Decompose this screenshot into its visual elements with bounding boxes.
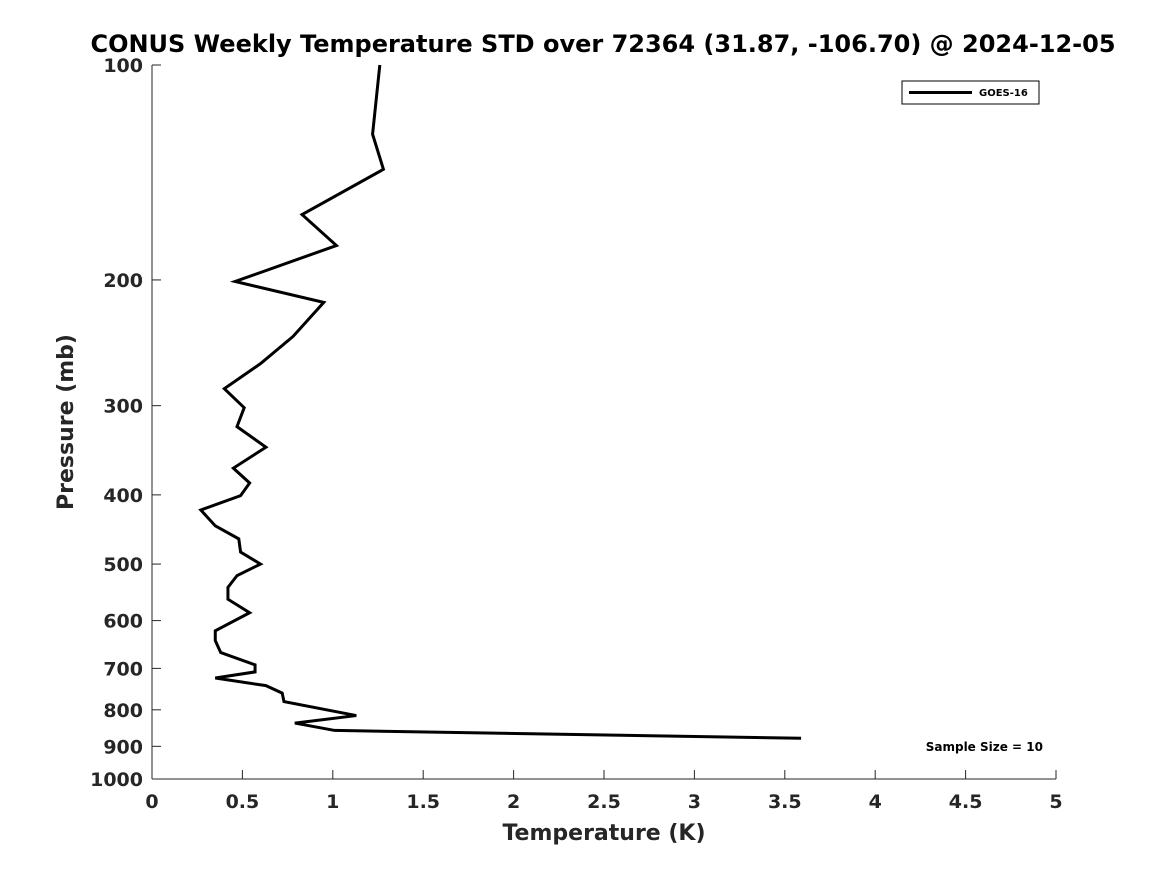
x-tick-label: 0 — [145, 791, 158, 813]
y-tick-label: 300 — [103, 396, 143, 418]
x-tick-label: 1 — [326, 791, 339, 813]
x-axis-label: Temperature (K) — [502, 821, 705, 846]
series-layer — [198, 64, 802, 740]
x-tick-label: 2.5 — [587, 791, 621, 813]
y-tick-label: 700 — [103, 658, 143, 680]
y-tick-label: 800 — [103, 700, 143, 722]
legend: GOES-16 — [901, 80, 1040, 105]
y-tick-label: 200 — [103, 270, 143, 292]
y-tick-label: 600 — [103, 611, 143, 633]
x-tick-label: 3.5 — [768, 791, 802, 813]
y-tick-label: 900 — [103, 736, 143, 758]
legend-entry-goes-16: GOES-16 — [979, 88, 1028, 99]
y-axis-label: Pressure (mb) — [54, 334, 79, 510]
sample-size-annotation: Sample Size = 10 — [926, 740, 1043, 754]
x-tick-label: 2 — [507, 791, 520, 813]
y-axis-ticks: 100 200 300 400 500 600 700 800 900 1000 — [90, 55, 161, 791]
x-tick-label: 4 — [869, 791, 882, 813]
series-line-goes-16 — [198, 64, 802, 740]
y-tick-label: 1000 — [90, 769, 143, 791]
y-tick-label: 500 — [103, 554, 143, 576]
x-tick-label: 4.5 — [949, 791, 983, 813]
x-tick-label: 5 — [1049, 791, 1062, 813]
x-axis-ticks: 0 0.5 1 1.5 2 2.5 3 3.5 4 4.5 5 — [145, 770, 1063, 813]
chart-title: CONUS Weekly Temperature STD over 72364 … — [90, 30, 1115, 58]
x-tick-label: 1.5 — [406, 791, 440, 813]
x-tick-label: 3 — [688, 791, 701, 813]
y-tick-label: 400 — [103, 485, 143, 507]
x-tick-label: 0.5 — [226, 791, 260, 813]
plot-area: 0 0.5 1 1.5 2 2.5 3 3.5 4 4.5 5 100 200 300 400 500 600… — [90, 55, 1063, 813]
y-tick-label: 100 — [103, 55, 143, 77]
